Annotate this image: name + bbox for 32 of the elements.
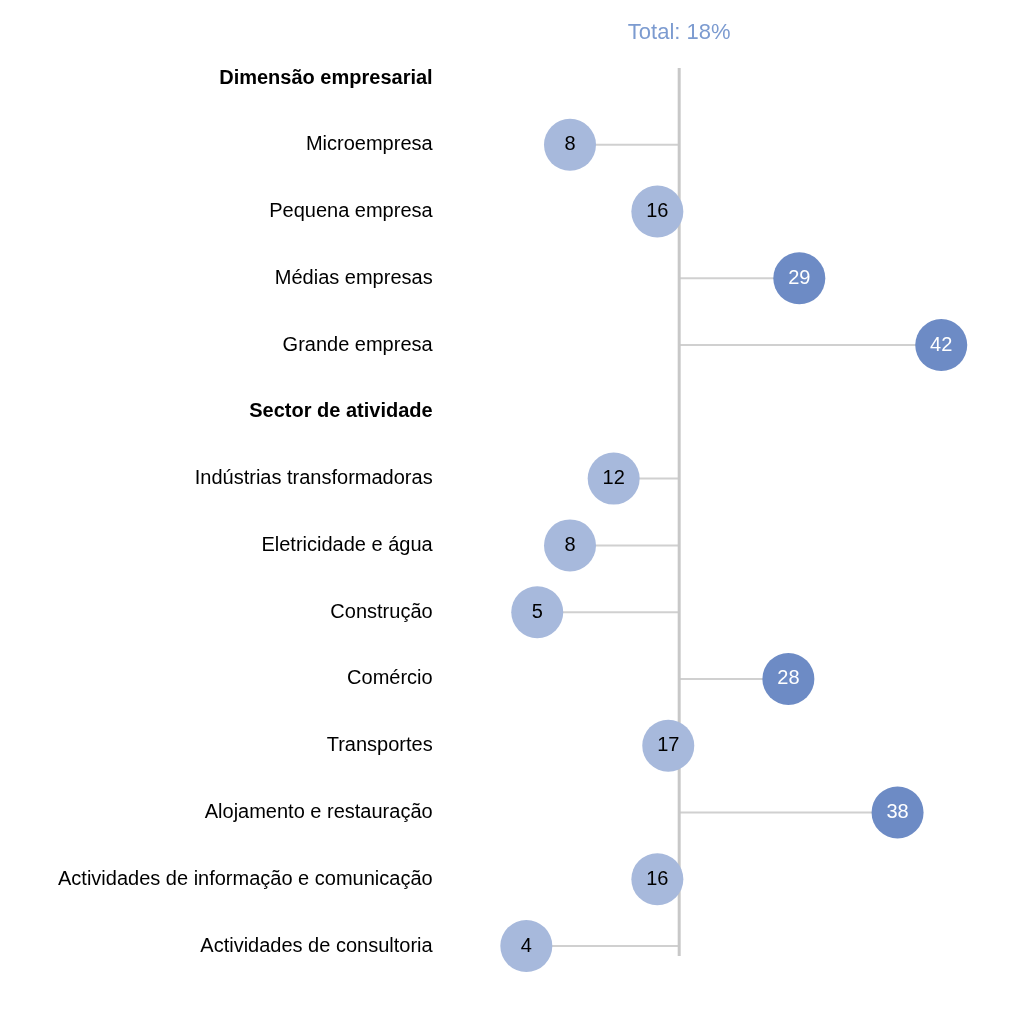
- point: [587, 452, 640, 505]
- data-label: 42: [930, 332, 953, 355]
- data-label: 5: [531, 599, 543, 622]
- y-tick-label: Alojamento e restauração: [204, 799, 433, 822]
- y-tick-label: Dimensão empresarial: [219, 65, 433, 88]
- data-label: 4: [520, 933, 532, 956]
- y-tick-label: Pequena empresa: [269, 199, 434, 222]
- y-tick-label: Comércio: [347, 666, 433, 689]
- y-tick-label: Actividades de informação e comunicação: [57, 866, 433, 889]
- ref-line-label: Total: 18%: [627, 19, 731, 45]
- point: [500, 920, 553, 972]
- point: [544, 118, 596, 171]
- y-tick-label: Grande empresa: [282, 332, 434, 355]
- data-label: 8: [564, 132, 576, 155]
- data-label: 29: [788, 265, 811, 288]
- y-tick-label: Sector de atividade: [249, 399, 433, 422]
- data-label: 16: [646, 199, 669, 222]
- y-tick-label: Microempresa: [305, 132, 434, 155]
- y-tick-label: Indústrias transformadoras: [194, 466, 433, 489]
- y-tick-label: Actividades de consultoria: [200, 933, 434, 956]
- y-tick-label: Construção: [330, 599, 433, 622]
- data-label: 16: [646, 866, 669, 889]
- y-tick-label: Transportes: [326, 733, 433, 756]
- data-label: 38: [886, 799, 909, 822]
- point: [544, 519, 596, 572]
- y-tick-label: Médias empresas: [274, 265, 433, 288]
- data-label: 28: [777, 666, 800, 689]
- y-tick-label: Eletricidade e água: [261, 532, 434, 555]
- point: [511, 586, 564, 639]
- data-label: 12: [602, 466, 625, 489]
- data-label: 8: [564, 532, 576, 555]
- data-label: 17: [657, 733, 680, 756]
